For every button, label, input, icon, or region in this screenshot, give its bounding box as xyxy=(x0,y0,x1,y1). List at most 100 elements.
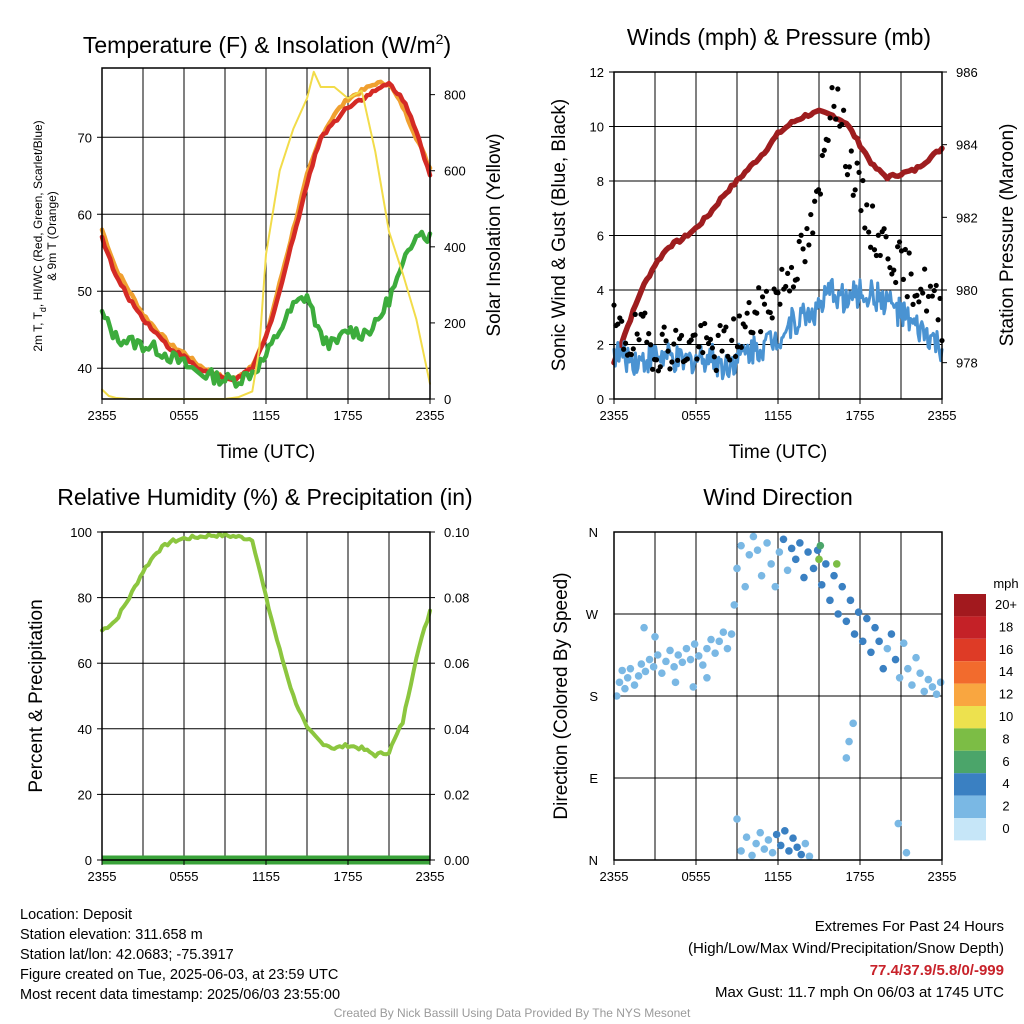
series-line xyxy=(612,277,944,381)
y-tick-label: 50 xyxy=(78,284,92,299)
gust-point xyxy=(742,324,748,330)
direction-point xyxy=(666,646,674,655)
gust-point xyxy=(711,354,717,360)
y-tick-label: 40 xyxy=(78,361,92,376)
direction-point xyxy=(662,657,670,666)
direction-point xyxy=(887,630,896,638)
winds-panel: Winds (mph) & Pressure (mb) Time (UTC) S… xyxy=(549,24,1018,463)
gust-point xyxy=(678,332,685,339)
direction-point xyxy=(742,833,751,842)
gust-point xyxy=(696,344,702,350)
direction-point xyxy=(752,839,760,848)
gust-point xyxy=(719,348,725,354)
y-tick-label: E xyxy=(589,771,598,786)
credit-line: Created By Nick Bassill Using Data Provi… xyxy=(333,1006,691,1020)
y-right-tick-label: 0.04 xyxy=(444,722,469,737)
gust-point xyxy=(744,310,750,316)
legend-swatch xyxy=(954,594,986,617)
direction-point xyxy=(658,669,666,678)
gust-point xyxy=(883,234,889,240)
gust-point xyxy=(779,266,785,272)
gust-point xyxy=(667,366,673,372)
direction-point xyxy=(730,601,739,609)
direction-point xyxy=(748,851,756,860)
direction-point xyxy=(703,644,711,653)
legend-label: 0 xyxy=(1002,821,1009,836)
y-right-tick-label: 986 xyxy=(956,65,978,80)
gust-point xyxy=(935,317,941,323)
direction-point xyxy=(920,687,929,696)
y-tick-label: 60 xyxy=(78,207,92,222)
gust-point xyxy=(775,290,781,296)
y-tick-label: 0 xyxy=(85,853,92,868)
gust-point xyxy=(694,356,700,362)
direction-point xyxy=(895,673,904,682)
gust-point xyxy=(858,207,864,214)
direction-point xyxy=(670,663,678,671)
gust-point xyxy=(844,172,851,178)
direction-point xyxy=(871,623,879,632)
gust-point xyxy=(783,283,789,290)
gust-point xyxy=(868,244,874,250)
gust-point xyxy=(715,332,721,338)
direction-point xyxy=(854,608,863,616)
gust-point xyxy=(877,252,883,259)
gust-point xyxy=(717,322,723,329)
direction-point xyxy=(932,690,941,698)
gust-point xyxy=(713,367,719,373)
direction-point xyxy=(653,651,662,659)
legend-label: 8 xyxy=(1002,731,1009,746)
direction-point xyxy=(634,672,643,680)
direction-point xyxy=(645,655,654,664)
direction-point xyxy=(733,564,741,573)
gust-point xyxy=(769,315,775,321)
direction-point xyxy=(800,573,808,582)
gust-point xyxy=(621,346,627,352)
direction-point xyxy=(674,651,683,659)
gust-point xyxy=(869,203,876,209)
direction-point xyxy=(768,848,777,857)
gust-point xyxy=(800,246,806,252)
direction-point xyxy=(771,582,780,591)
direction-point xyxy=(846,596,855,605)
gust-point xyxy=(817,191,824,197)
direction-point xyxy=(689,683,698,691)
gust-point xyxy=(736,313,743,319)
gust-point xyxy=(933,282,939,289)
series-line xyxy=(611,107,945,366)
direction-point xyxy=(764,836,773,844)
y-tick-label: 10 xyxy=(590,120,604,135)
y-tick-label: 60 xyxy=(78,656,92,671)
direction-point xyxy=(733,815,741,823)
temperature-ylabel-line2: & 9m T (Orange) xyxy=(45,191,59,281)
gust-point xyxy=(916,299,922,305)
direction-point xyxy=(842,754,851,762)
gust-point xyxy=(920,290,926,296)
legend-swatch xyxy=(954,773,986,796)
gust-point xyxy=(815,187,822,193)
gust-point xyxy=(659,331,665,337)
recent-timestamp: Most recent data timestamp: 2025/06/03 2… xyxy=(20,987,341,1003)
gust-point xyxy=(927,283,934,289)
x-tick-label: 1755 xyxy=(846,869,875,884)
legend-swatch xyxy=(954,638,986,662)
legend-label: 4 xyxy=(1002,776,1009,791)
gust-point xyxy=(873,252,880,259)
x-tick-label: 1155 xyxy=(764,408,792,423)
gust-point xyxy=(738,344,744,350)
gust-point xyxy=(922,266,928,272)
legend-label: 16 xyxy=(999,642,1013,657)
legend-label: 12 xyxy=(999,687,1013,702)
x-tick-label: 0555 xyxy=(682,869,711,884)
x-tick-label: 0555 xyxy=(170,869,199,884)
x-tick-label: 2355 xyxy=(88,869,117,884)
direction-point xyxy=(817,581,826,589)
direction-point xyxy=(826,596,834,605)
x-tick-label: 1755 xyxy=(334,408,363,423)
y-tick-label: 70 xyxy=(78,130,92,145)
direction-point xyxy=(891,655,900,664)
direction-point xyxy=(793,843,801,852)
direction-point xyxy=(690,640,699,648)
x-tick-label: 2355 xyxy=(600,408,629,423)
